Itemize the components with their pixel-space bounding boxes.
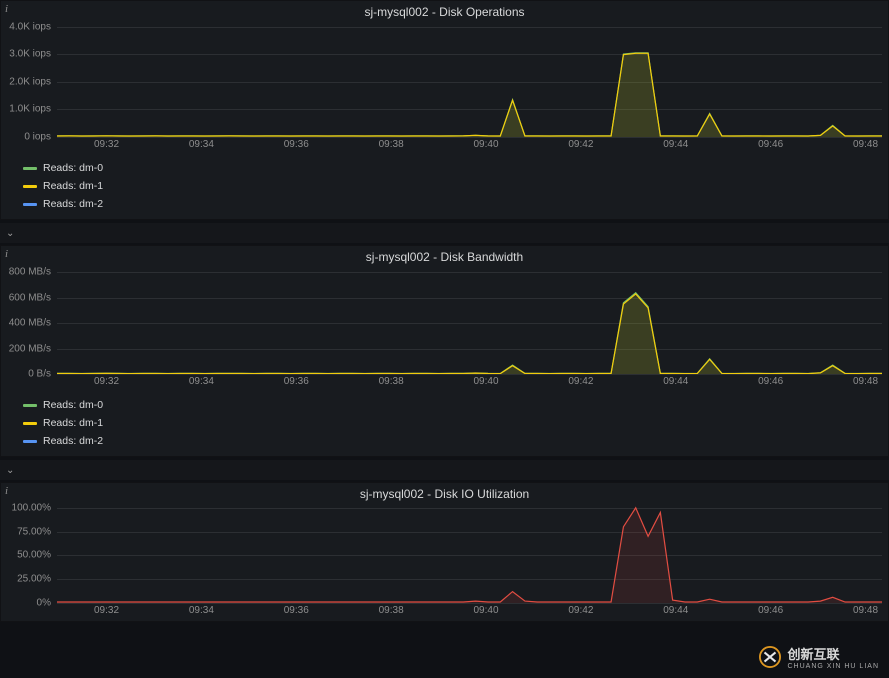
y-axis-label: 50.00% bbox=[1, 550, 51, 561]
legend-swatch bbox=[23, 440, 37, 443]
x-axis-label: 09:34 bbox=[189, 376, 214, 387]
x-axis-label: 09:38 bbox=[379, 605, 404, 616]
chart-legend: Reads: dm-0 Reads: dm-1 Reads: dm-2 bbox=[1, 155, 888, 219]
x-axis-label: 09:32 bbox=[94, 605, 119, 616]
chart-svg bbox=[57, 21, 882, 137]
panel-disk-io: isj-mysql002 - Disk IO Utilization0%25.0… bbox=[0, 482, 889, 622]
legend-label: Reads: dm-2 bbox=[43, 435, 103, 447]
panel-title[interactable]: sj-mysql002 - Disk Operations bbox=[1, 5, 888, 19]
legend-item[interactable]: Reads: dm-1 bbox=[23, 177, 880, 195]
watermark-logo: 创新互联 CHUANG XIN HU LIAN bbox=[759, 644, 879, 670]
legend-swatch bbox=[23, 203, 37, 206]
legend-item[interactable]: Reads: dm-0 bbox=[23, 396, 880, 414]
x-axis-label: 09:36 bbox=[284, 139, 309, 150]
x-axis-label: 09:42 bbox=[568, 376, 593, 387]
x-axis-label: 09:36 bbox=[284, 376, 309, 387]
x-axis-label: 09:44 bbox=[663, 605, 688, 616]
x-axis-label: 09:44 bbox=[663, 376, 688, 387]
x-axis-label: 09:34 bbox=[189, 605, 214, 616]
x-axis-label: 09:46 bbox=[758, 376, 783, 387]
x-axis: 09:32 09:34 09:36 09:38 09:40 09:42 09:44 09:46… bbox=[57, 374, 882, 390]
chart-svg bbox=[57, 266, 882, 374]
x-axis-label: 09:48 bbox=[853, 139, 878, 150]
panel-title[interactable]: sj-mysql002 - Disk Bandwidth bbox=[1, 250, 888, 264]
x-axis-label: 09:38 bbox=[379, 139, 404, 150]
x-axis-label: 09:48 bbox=[853, 605, 878, 616]
y-axis-label: 4.0K iops bbox=[1, 21, 51, 32]
x-axis-label: 09:34 bbox=[189, 139, 214, 150]
legend-item[interactable]: Reads: dm-2 bbox=[23, 195, 880, 213]
y-axis-label: 3.0K iops bbox=[1, 49, 51, 60]
legend-label: Reads: dm-0 bbox=[43, 399, 103, 411]
legend-swatch bbox=[23, 185, 37, 188]
legend-swatch bbox=[23, 422, 37, 425]
y-axis-label: 25.00% bbox=[1, 574, 51, 585]
y-axis-label: 400 MB/s bbox=[1, 318, 51, 329]
row-collapse-toggle[interactable]: ⌄ bbox=[0, 223, 889, 243]
x-axis-label: 09:46 bbox=[758, 139, 783, 150]
x-axis-label: 09:40 bbox=[473, 605, 498, 616]
x-axis-label: 09:32 bbox=[94, 139, 119, 150]
chart-area[interactable]: 0%25.00%50.00%75.00%100.00% bbox=[57, 503, 882, 603]
brand-icon bbox=[759, 646, 781, 668]
row-collapse-toggle[interactable]: ⌄ bbox=[0, 460, 889, 480]
y-axis-label: 0 iops bbox=[1, 132, 51, 143]
y-axis-label: 1.0K iops bbox=[1, 104, 51, 115]
chevron-down-icon: ⌄ bbox=[6, 228, 14, 239]
y-axis-label: 0 B/s bbox=[1, 369, 51, 380]
watermark-subtext: CHUANG XIN HU LIAN bbox=[787, 663, 879, 670]
x-axis-label: 09:40 bbox=[473, 139, 498, 150]
legend-label: Reads: dm-1 bbox=[43, 417, 103, 429]
x-axis-label: 09:40 bbox=[473, 376, 498, 387]
legend-item[interactable]: Reads: dm-0 bbox=[23, 159, 880, 177]
y-axis-label: 200 MB/s bbox=[1, 343, 51, 354]
legend-label: Reads: dm-2 bbox=[43, 198, 103, 210]
x-axis: 09:32 09:34 09:36 09:38 09:40 09:42 09:44 09:46… bbox=[57, 137, 882, 153]
y-axis-label: 0% bbox=[1, 598, 51, 609]
chart-svg bbox=[57, 503, 882, 603]
x-axis-label: 09:42 bbox=[568, 139, 593, 150]
x-axis-label: 09:42 bbox=[568, 605, 593, 616]
y-axis-label: 800 MB/s bbox=[1, 267, 51, 278]
panel-disk-bw: isj-mysql002 - Disk Bandwidth0 B/s200 MB… bbox=[0, 245, 889, 457]
chart-area[interactable]: 0 B/s200 MB/s400 MB/s600 MB/s800 MB/s bbox=[57, 266, 882, 374]
x-axis: 09:32 09:34 09:36 09:38 09:40 09:42 09:44 09:46… bbox=[57, 603, 882, 619]
chart-legend: Reads: dm-0 Reads: dm-1 Reads: dm-2 bbox=[1, 392, 888, 456]
y-axis-label: 2.0K iops bbox=[1, 76, 51, 87]
x-axis-label: 09:32 bbox=[94, 376, 119, 387]
legend-item[interactable]: Reads: dm-1 bbox=[23, 414, 880, 432]
panel-title[interactable]: sj-mysql002 - Disk IO Utilization bbox=[1, 487, 888, 501]
chevron-down-icon: ⌄ bbox=[6, 465, 14, 476]
legend-swatch bbox=[23, 404, 37, 407]
y-axis-label: 100.00% bbox=[1, 502, 51, 513]
y-axis-label: 600 MB/s bbox=[1, 292, 51, 303]
legend-swatch bbox=[23, 167, 37, 170]
x-axis-label: 09:48 bbox=[853, 376, 878, 387]
legend-item[interactable]: Reads: dm-2 bbox=[23, 432, 880, 450]
x-axis-label: 09:38 bbox=[379, 376, 404, 387]
y-axis-label: 75.00% bbox=[1, 526, 51, 537]
legend-label: Reads: dm-0 bbox=[43, 162, 103, 174]
x-axis-label: 09:46 bbox=[758, 605, 783, 616]
chart-area[interactable]: 0 iops1.0K iops2.0K iops3.0K iops4.0K io… bbox=[57, 21, 882, 137]
watermark-text: 创新互联 bbox=[787, 647, 839, 662]
panel-disk-ops: isj-mysql002 - Disk Operations0 iops1.0K… bbox=[0, 0, 889, 220]
x-axis-label: 09:44 bbox=[663, 139, 688, 150]
x-axis-label: 09:36 bbox=[284, 605, 309, 616]
legend-label: Reads: dm-1 bbox=[43, 180, 103, 192]
